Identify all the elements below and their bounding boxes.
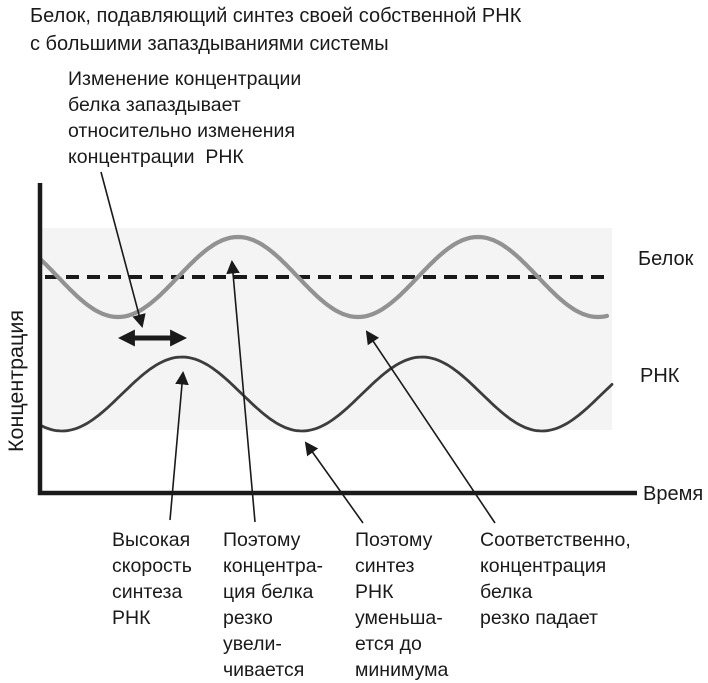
- note-rna-synthesis-drops-to-minimum: Поэтому синтез РНК уменьша- ется до мини…: [355, 529, 449, 681]
- protein-peak-pointer-arrow: [226, 259, 256, 523]
- note-protein-falls-sharply: Соответственно, концентрация белка резко…: [480, 529, 631, 629]
- lag-pointer-arrow: [100, 171, 146, 328]
- note-protein-rises-sharply: Поэтому концентра- ция белка резко увели…: [223, 529, 324, 681]
- plot-band: [42, 228, 612, 430]
- figure-title: Белок, подавляющий синтез своей собствен…: [30, 5, 522, 55]
- rna-peak-pointer-arrow: [169, 370, 189, 521]
- note-high-rna-synthesis-rate: Высокая скорость синтеза РНК: [112, 529, 192, 629]
- rna-curve: [40, 355, 614, 433]
- y-axis-label: Концентрация: [4, 310, 28, 452]
- axes: [37, 183, 637, 496]
- rna-min-pointer-arrow: [304, 441, 364, 524]
- protein-curve-label: Белок: [638, 248, 694, 270]
- lag-annotation: Изменение концентрации белка запаздывает…: [68, 68, 302, 168]
- protein-min-pointer-arrow: [365, 330, 496, 524]
- x-axis-label: Время: [643, 483, 704, 505]
- rna-curve-label: РНК: [640, 365, 680, 387]
